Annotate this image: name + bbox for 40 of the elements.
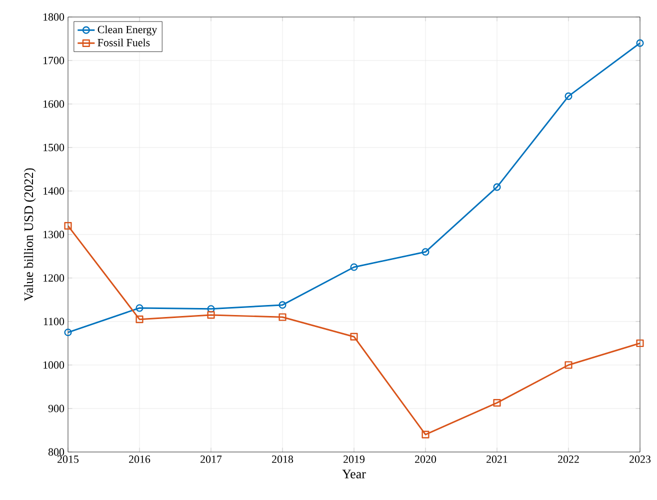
point [636, 339, 644, 348]
point [278, 313, 286, 321]
point [493, 183, 501, 191]
y-tick-label: 1100 [44, 318, 64, 326]
x-tick-label: 2016 [129, 456, 150, 463]
x-tick-label: 2023 [630, 456, 651, 463]
x-tick-label: 2019 [344, 456, 365, 463]
y-tick-label: 800 [48, 448, 64, 456]
x-tick-label: 2020 [415, 456, 436, 463]
y-tick-label: 1800 [44, 13, 64, 21]
x-tick-label: 2022 [558, 456, 579, 463]
x-tick-label: 2015 [58, 456, 79, 463]
point [422, 430, 430, 438]
point [207, 305, 215, 313]
point [278, 301, 286, 309]
y-tick-label: 900 [48, 404, 64, 412]
point [564, 361, 572, 369]
y-tick-label: 1000 [44, 361, 64, 369]
point [64, 222, 72, 230]
y-tick-label: 1300 [44, 230, 64, 238]
y-tick-label: 1600 [44, 100, 64, 108]
point [564, 92, 572, 100]
y-tick-label: 1200 [44, 274, 64, 282]
x-tick-label: 2017 [200, 456, 222, 463]
legend-label: Clean Energy [98, 26, 158, 36]
y-tick-label: 1400 [44, 187, 64, 195]
point [350, 263, 358, 271]
y-axis-title: Value billion USD (2022) [24, 168, 36, 302]
point [350, 332, 358, 341]
x-tick-label: 2021 [486, 456, 508, 463]
y-tick-label: 1500 [44, 144, 64, 152]
legend-label: Fossil Fuels [98, 38, 150, 46]
point [207, 311, 215, 319]
point [422, 248, 430, 256]
point [136, 316, 144, 324]
x-tick-label: 2018 [272, 456, 294, 463]
point [493, 399, 501, 407]
x-axis-title: Year [342, 470, 366, 478]
point [136, 304, 144, 312]
y-tick-label: 1700 [44, 56, 64, 64]
